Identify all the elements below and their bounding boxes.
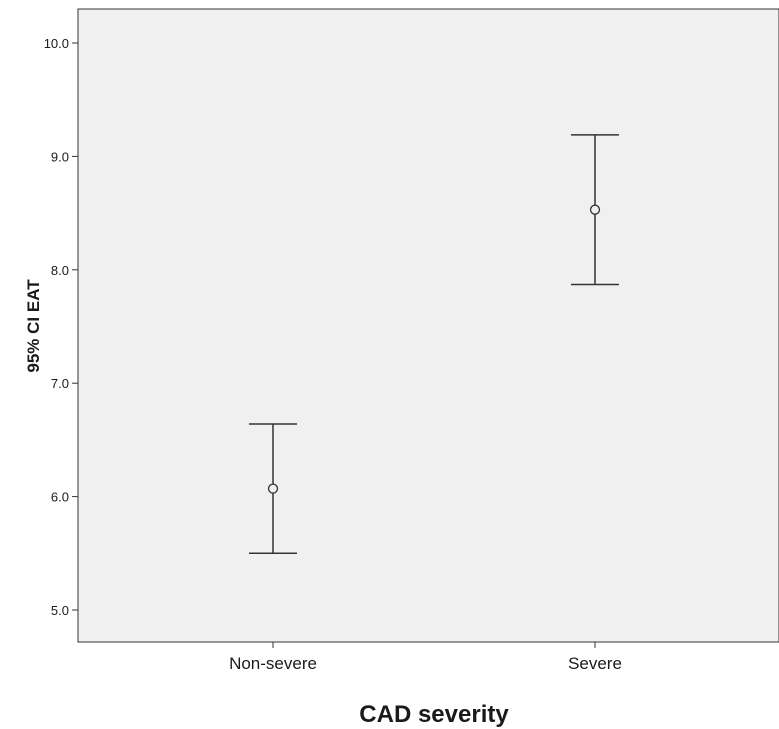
x-axis: Non-severe Severe (229, 642, 622, 673)
x-axis-label: CAD severity (359, 701, 509, 728)
error-bar (571, 134, 619, 286)
mean-marker (589, 204, 601, 215)
y-axis: 5.0 6.0 7.0 8.0 9.0 10.0 (44, 36, 78, 618)
y-tick-label: 7.0 (51, 376, 69, 391)
y-tick-label: 9.0 (51, 149, 69, 164)
error-bars (249, 134, 619, 555)
error-bar (249, 423, 297, 555)
y-tick-label: 8.0 (51, 263, 69, 278)
mean-marker (267, 483, 279, 494)
plot-area (77, 8, 779, 643)
x-tick-label: Severe (568, 654, 622, 673)
y-tick-label: 10.0 (44, 36, 69, 51)
y-axis-label: 95% CI EAT (24, 279, 43, 373)
y-tick-label: 6.0 (51, 490, 69, 505)
x-tick-label: Non-severe (229, 654, 317, 673)
y-tick-label: 5.0 (51, 603, 69, 618)
